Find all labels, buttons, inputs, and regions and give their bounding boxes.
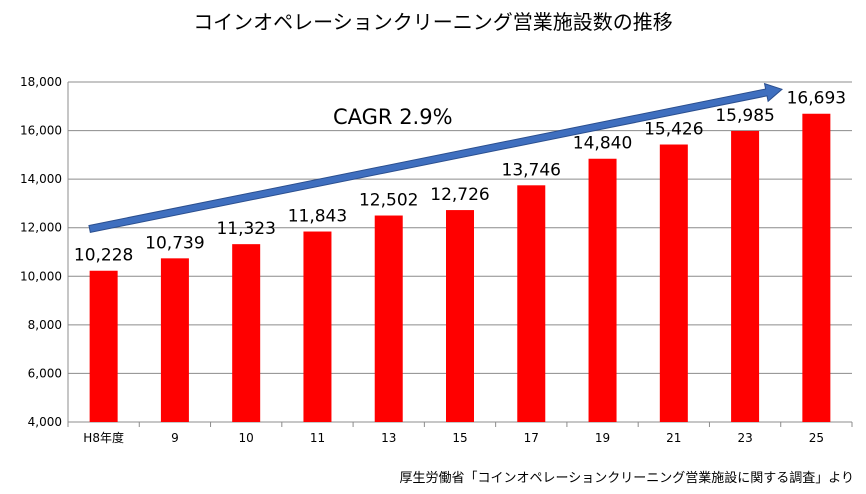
bar xyxy=(160,258,189,422)
y-tick-label: 10,000 xyxy=(20,269,62,283)
data-label: 13,746 xyxy=(502,160,561,180)
data-label: 11,843 xyxy=(288,207,347,227)
bar xyxy=(588,158,617,422)
y-tick-label: 8,000 xyxy=(28,318,62,332)
cagr-annotation: CAGR 2.9% xyxy=(333,105,453,129)
bar xyxy=(89,270,118,422)
x-tick-label: H8年度 xyxy=(83,430,124,445)
bar xyxy=(232,244,261,422)
y-tick-label: 4,000 xyxy=(28,415,62,429)
y-tick-label: 12,000 xyxy=(20,221,62,235)
x-tick-label: 21 xyxy=(666,431,681,445)
data-label: 10,739 xyxy=(145,233,204,253)
bar xyxy=(303,231,332,422)
data-label: 15,426 xyxy=(644,120,703,140)
x-tick-label: 13 xyxy=(381,431,396,445)
data-label: 14,840 xyxy=(573,134,632,154)
y-tick-label: 6,000 xyxy=(28,366,62,380)
data-label: 11,323 xyxy=(216,219,275,239)
x-tick-label: 23 xyxy=(737,431,752,445)
x-tick-label: 11 xyxy=(310,431,325,445)
bar xyxy=(659,144,688,423)
x-tick-label: 15 xyxy=(452,431,467,445)
chart-title: コインオペレーションクリーニング営業施設数の推移 xyxy=(193,10,673,34)
bar xyxy=(517,185,546,422)
y-tick-label: 14,000 xyxy=(20,172,62,186)
bar xyxy=(731,130,760,422)
cagr-arrow xyxy=(88,82,783,233)
data-label: 12,726 xyxy=(430,185,489,205)
x-tick-label: 17 xyxy=(524,431,539,445)
bar xyxy=(802,113,831,423)
x-tick-label: 19 xyxy=(595,431,610,445)
data-label: 15,985 xyxy=(715,106,774,126)
y-tick-label: 18,000 xyxy=(20,75,62,89)
x-tick-label: 25 xyxy=(809,431,824,445)
source-note: 厚生労働省「コインオペレーションクリーニング営業施設に関する調査」より xyxy=(399,471,854,486)
bar xyxy=(374,215,403,422)
data-label: 12,502 xyxy=(359,191,418,211)
y-tick-label: 16,000 xyxy=(20,124,62,138)
bar xyxy=(446,210,474,422)
x-tick-label: 9 xyxy=(171,431,179,445)
data-label: 16,693 xyxy=(787,89,846,109)
data-label: 10,228 xyxy=(74,246,133,266)
x-tick-label: 10 xyxy=(239,431,254,445)
